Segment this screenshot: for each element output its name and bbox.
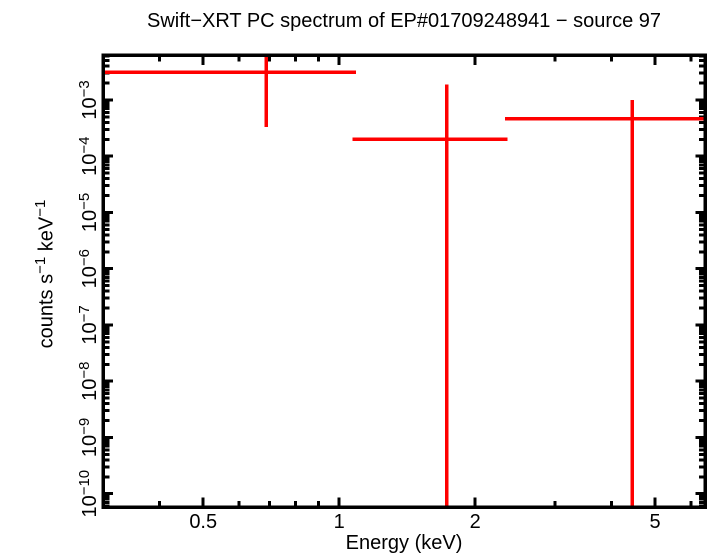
y-axis-label-part: counts s <box>35 273 58 349</box>
y-tick-label: 10−4 <box>76 137 101 176</box>
x-tick-label: 1 <box>334 511 345 533</box>
y-axis-label: counts s−1 keV−1 <box>32 200 59 349</box>
x-axis-ticks <box>157 56 693 506</box>
x-axis-tick-labels: 0.5 1 2 5 <box>189 511 660 533</box>
y-tick-label: 10−10 <box>76 470 101 518</box>
y-axis-label-exponent: −1 <box>31 199 49 217</box>
data-point-2 <box>352 84 508 506</box>
y-axis-label-exponent: −1 <box>31 256 49 274</box>
y-tick-label: 10−3 <box>76 80 101 119</box>
x-tick-label: 2 <box>470 511 481 533</box>
y-axis-label-part: keV <box>35 216 58 257</box>
y-axis-ticks <box>104 54 704 508</box>
plot-frame <box>101 53 707 509</box>
x-tick-label: 0.5 <box>189 511 217 533</box>
y-tick-label: 10−7 <box>76 305 101 344</box>
data-point-3 <box>505 99 704 506</box>
y-tick-label: 10−5 <box>76 193 101 232</box>
data-points <box>104 56 704 506</box>
data-point-1 <box>104 56 357 128</box>
x-axis-label: Energy (keV) <box>345 532 463 554</box>
chart-title: Swift−XRT PC spectrum of EP#01709248941 … <box>146 10 661 32</box>
y-tick-label: 10−6 <box>76 249 101 288</box>
y-tick-label: 10−8 <box>76 362 101 401</box>
y-tick-label: 10−9 <box>76 418 101 457</box>
y-axis-tick-labels: 10−3 10−4 10−5 10−6 10−7 10−8 10−9 10−10 <box>76 80 101 517</box>
x-tick-label: 5 <box>649 511 660 533</box>
